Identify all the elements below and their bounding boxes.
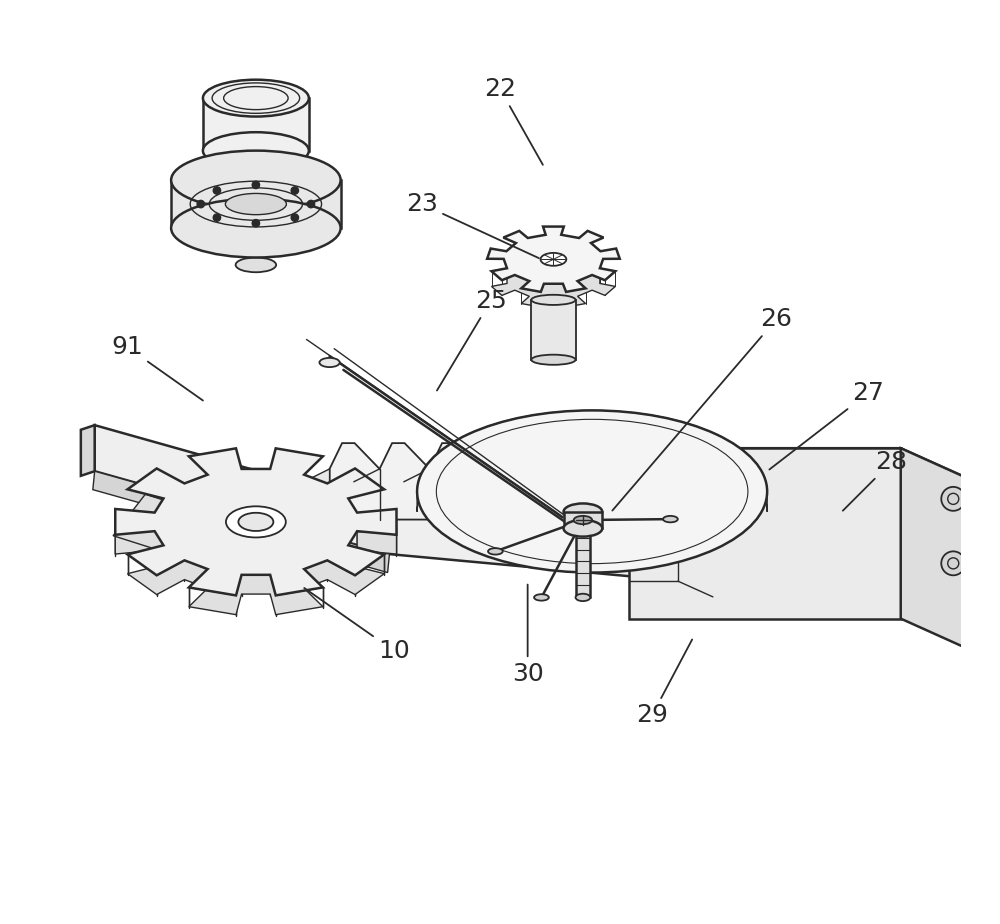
Text: 25: 25: [437, 289, 507, 391]
Ellipse shape: [171, 199, 341, 258]
Circle shape: [197, 201, 204, 208]
Ellipse shape: [574, 516, 592, 524]
Circle shape: [291, 214, 299, 221]
Ellipse shape: [203, 132, 309, 169]
Text: 28: 28: [843, 450, 908, 511]
Polygon shape: [629, 448, 988, 488]
Text: 27: 27: [769, 381, 884, 469]
Ellipse shape: [564, 520, 602, 537]
Text: 91: 91: [111, 334, 203, 400]
Polygon shape: [531, 300, 576, 359]
Ellipse shape: [225, 193, 286, 214]
Text: 29: 29: [636, 639, 692, 727]
Polygon shape: [629, 448, 901, 618]
Circle shape: [941, 552, 965, 576]
Ellipse shape: [203, 79, 309, 116]
Polygon shape: [304, 519, 680, 532]
Ellipse shape: [417, 410, 767, 573]
Ellipse shape: [541, 253, 566, 266]
Polygon shape: [81, 425, 95, 476]
Polygon shape: [417, 410, 767, 512]
Text: 22: 22: [484, 77, 543, 164]
Polygon shape: [203, 98, 309, 151]
Circle shape: [941, 487, 965, 511]
Circle shape: [291, 187, 299, 194]
Polygon shape: [487, 226, 620, 292]
Polygon shape: [564, 512, 602, 529]
Circle shape: [252, 181, 260, 188]
Ellipse shape: [576, 594, 590, 602]
Ellipse shape: [226, 506, 286, 538]
Polygon shape: [113, 494, 247, 568]
Polygon shape: [171, 180, 341, 228]
Circle shape: [252, 220, 260, 227]
Circle shape: [307, 201, 315, 208]
Ellipse shape: [663, 516, 678, 522]
Circle shape: [213, 214, 221, 221]
Ellipse shape: [236, 258, 276, 273]
Ellipse shape: [534, 594, 549, 601]
Text: 26: 26: [612, 307, 792, 511]
Polygon shape: [492, 268, 615, 307]
Ellipse shape: [531, 355, 576, 365]
Text: 23: 23: [406, 192, 539, 258]
Polygon shape: [115, 509, 396, 614]
Polygon shape: [95, 425, 740, 587]
Polygon shape: [330, 444, 680, 519]
Ellipse shape: [564, 504, 602, 520]
Polygon shape: [576, 529, 590, 598]
Polygon shape: [93, 471, 389, 573]
Polygon shape: [304, 468, 330, 532]
Ellipse shape: [319, 358, 340, 367]
Polygon shape: [901, 448, 988, 658]
Text: 10: 10: [304, 588, 410, 663]
Ellipse shape: [531, 295, 576, 305]
Ellipse shape: [171, 151, 341, 210]
Ellipse shape: [238, 513, 273, 531]
Circle shape: [213, 187, 221, 194]
Ellipse shape: [488, 548, 503, 554]
Text: 30: 30: [512, 585, 544, 686]
Polygon shape: [115, 448, 396, 595]
